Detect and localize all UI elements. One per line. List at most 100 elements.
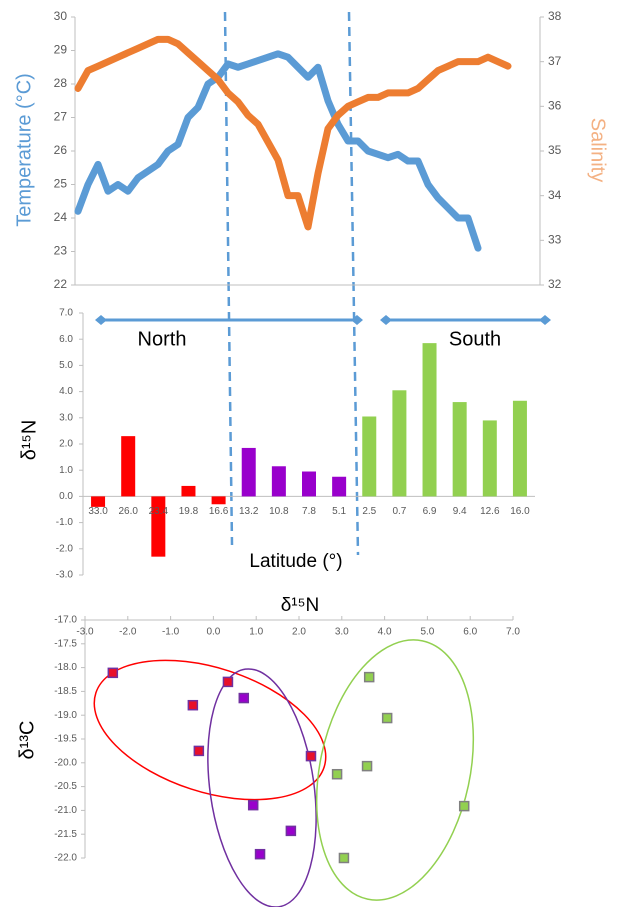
bar xyxy=(91,496,106,507)
bar xyxy=(121,436,136,497)
region-arrows xyxy=(95,315,551,325)
point xyxy=(247,799,259,811)
x-tick-label: 5.1 xyxy=(332,506,346,517)
y-tick-label: 4.0 xyxy=(59,386,73,397)
x-axis-label: Latitude (°) xyxy=(249,551,342,572)
y-tick-label: -2.0 xyxy=(56,543,74,554)
x-tick-label: 1.0 xyxy=(249,627,263,638)
y-tick-label: 22 xyxy=(54,277,68,291)
x-tick-label: 0.7 xyxy=(392,506,406,517)
point xyxy=(458,800,470,812)
x-tick-label: 26.0 xyxy=(118,506,138,517)
y2-tick-label: 33 xyxy=(548,233,562,247)
bar xyxy=(302,471,316,497)
y-tick-label: 24 xyxy=(54,210,68,224)
bar xyxy=(482,420,497,497)
x-tick-label: 6.0 xyxy=(463,627,477,638)
x-tick-label: -1.0 xyxy=(162,627,180,638)
y-tick-label: 23 xyxy=(54,244,68,258)
y-tick-label: 28 xyxy=(54,76,68,90)
x-tick-label: 3.0 xyxy=(335,627,349,638)
point xyxy=(363,671,375,683)
y2-tick-label: 38 xyxy=(548,9,562,23)
point xyxy=(254,848,266,860)
bar xyxy=(392,390,407,497)
bar xyxy=(241,447,256,497)
bar xyxy=(422,343,437,497)
y-tick-label: 0.0 xyxy=(59,491,73,502)
x-tick-label: -3.0 xyxy=(76,627,94,638)
point xyxy=(187,699,199,711)
x-tick-label: 9.4 xyxy=(453,506,467,517)
y-tick-label: 30 xyxy=(54,9,68,23)
x-tick-label: 2.5 xyxy=(362,506,376,517)
x-tick-label: 4.0 xyxy=(378,627,392,638)
x-axis-label: δ¹⁵N xyxy=(281,595,320,616)
y-axis-label: δ¹³C xyxy=(16,721,38,760)
x-tick-label: 16.0 xyxy=(510,506,530,517)
y-tick-label: 3.0 xyxy=(59,412,73,423)
point xyxy=(193,745,205,757)
x-tick-label: 7.8 xyxy=(302,506,316,517)
trace xyxy=(74,50,482,252)
y-tick-label: 25 xyxy=(54,177,68,191)
y-tick-label: -18.0 xyxy=(54,662,77,673)
y-tick-label: -19.5 xyxy=(54,734,77,745)
point xyxy=(338,852,350,864)
y-tick-label: -17.0 xyxy=(54,615,77,626)
point xyxy=(107,667,119,679)
x-tick-label: 33.0 xyxy=(88,506,108,517)
x-tick-label: 6.9 xyxy=(423,506,437,517)
y-tick-label: 26 xyxy=(54,143,68,157)
y2-tick-label: 36 xyxy=(548,99,562,113)
x-tick-label: 7.0 xyxy=(506,627,520,638)
y2-axis-label: Salinity xyxy=(587,118,609,182)
x-tick-label: 13.2 xyxy=(239,506,259,517)
y-tick-label: -20.5 xyxy=(54,781,77,792)
y2-tick-label: 32 xyxy=(548,277,562,291)
x-tick-label: 2.0 xyxy=(292,627,306,638)
y2-tick-label: 34 xyxy=(548,188,562,202)
point xyxy=(305,750,317,762)
divider xyxy=(347,11,360,556)
x-tick-label: 10.8 xyxy=(269,506,289,517)
y-tick-label: 7.0 xyxy=(59,308,73,319)
y-tick-label: 27 xyxy=(54,110,68,124)
x-tick-label: 0.0 xyxy=(206,627,220,638)
bar xyxy=(151,496,166,557)
y-tick-label: 6.0 xyxy=(59,334,73,345)
annotation: South xyxy=(449,328,501,350)
point xyxy=(331,768,343,780)
y-tick-label: -17.5 xyxy=(54,638,77,649)
y-tick-label: -20.0 xyxy=(54,757,77,768)
y-axis-label: δ¹⁵N xyxy=(18,420,40,461)
y-tick-label: -3.0 xyxy=(56,570,74,581)
x-tick-label: 12.6 xyxy=(480,506,500,517)
y-tick-label: 29 xyxy=(54,43,68,57)
bar xyxy=(452,402,467,497)
bar xyxy=(362,416,377,497)
y-tick-label: -21.0 xyxy=(54,805,77,816)
bar xyxy=(332,476,347,497)
point xyxy=(381,712,393,724)
point xyxy=(361,760,373,772)
x-tick-label: 16.6 xyxy=(209,506,229,517)
y-tick-label: -21.5 xyxy=(54,829,77,840)
point xyxy=(222,676,234,688)
x-tick-label: -2.0 xyxy=(119,627,137,638)
y-tick-label: -18.5 xyxy=(54,686,77,697)
x-tick-label: 19.8 xyxy=(179,506,199,517)
y-tick-label: -22.0 xyxy=(54,853,77,864)
x-tick-label: 5.0 xyxy=(420,627,434,638)
y-tick-label: -1.0 xyxy=(56,517,74,528)
y-tick-label: -19.0 xyxy=(54,710,77,721)
y-tick-label: 2.0 xyxy=(59,439,73,450)
y-axis-label: Temperature (°C) xyxy=(13,73,35,227)
annotation: North xyxy=(138,328,187,350)
bar xyxy=(211,496,226,505)
x-tick-label: 23.4 xyxy=(149,506,169,517)
trace xyxy=(74,35,512,231)
point xyxy=(285,825,297,837)
clusters xyxy=(93,639,475,907)
